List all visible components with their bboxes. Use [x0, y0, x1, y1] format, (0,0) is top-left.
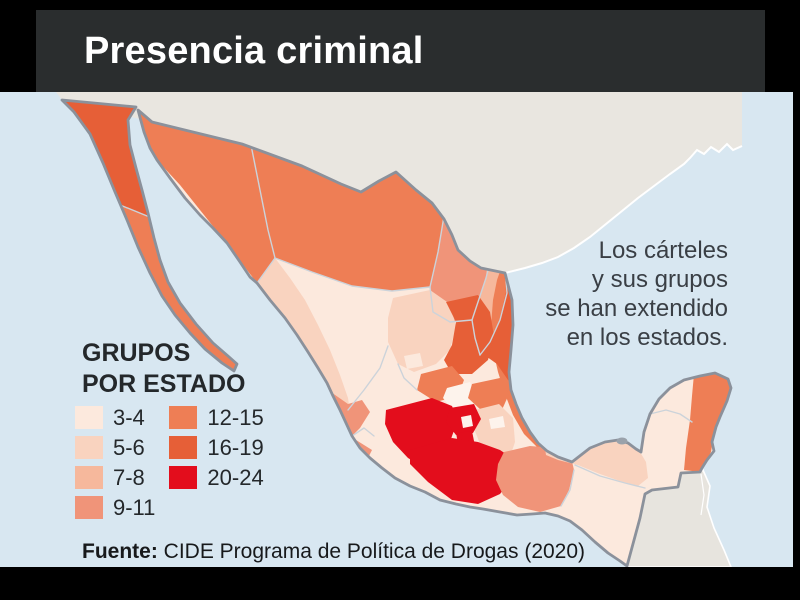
- legend-label: 9-11: [113, 494, 156, 520]
- lagoon-marker: [616, 437, 628, 445]
- annotation-line: en los estados.: [566, 324, 728, 351]
- mexico-choropleth-map: [0, 92, 793, 567]
- state-sinaloa: [257, 258, 350, 412]
- legend-item: 7-8: [75, 464, 155, 490]
- legend-item: 12-15: [169, 404, 264, 430]
- legend-label: 12-15: [207, 404, 264, 430]
- state-zacatecas: [388, 290, 456, 372]
- legend-swatch: [75, 406, 103, 429]
- state-tlaxcala: [489, 416, 505, 429]
- legend-label: 5-6: [113, 434, 145, 460]
- legend-item: 3-4: [75, 404, 155, 430]
- legend-item: 20-24: [169, 464, 264, 490]
- legend-item: 9-11: [75, 494, 156, 520]
- legend-columns: 3-4 5-6 7-8 9-11 12-15 16-19 20-24: [75, 404, 264, 520]
- legend-column-1: 3-4 5-6 7-8 9-11: [75, 404, 156, 520]
- legend: GRUPOS POR ESTADO 3-4 5-6 7-8 9-11 12-15 16-…: [75, 338, 264, 520]
- annotation-line: y sus grupos: [591, 266, 728, 293]
- mexico-mainland-outline: [136, 108, 733, 567]
- legend-label: 20-24: [207, 464, 264, 490]
- state-queretaro: [443, 382, 477, 410]
- legend-label: 16-19: [207, 434, 264, 460]
- source-line: Fuente: CIDE Programa de Política de Dro…: [82, 540, 585, 564]
- usa-coastline: [504, 142, 743, 274]
- legend-swatch: [75, 436, 103, 459]
- legend-swatch: [169, 436, 198, 459]
- state-ciudad-de-mexico: [461, 415, 473, 428]
- state-tabasco: [545, 439, 648, 486]
- source-text: CIDE Programa de Política de Drogas (202…: [157, 540, 586, 563]
- source-label: Fuente:: [82, 540, 158, 563]
- legend-swatch: [169, 466, 198, 489]
- legend-swatch: [75, 496, 103, 519]
- legend-label: 7-8: [113, 464, 145, 490]
- state-borders: [249, 139, 693, 507]
- legend-column-2: 12-15 16-19 20-24: [169, 404, 264, 519]
- legend-item: 16-19: [169, 434, 264, 460]
- legend-item: 5-6: [75, 434, 155, 460]
- page-title: Presencia criminal: [84, 29, 424, 72]
- legend-label: 3-4: [113, 404, 145, 430]
- legend-swatch: [169, 406, 198, 429]
- guatemala-belize-border: [700, 473, 705, 516]
- state-guerrero: [410, 438, 514, 504]
- header-banner: Presencia criminal: [36, 10, 765, 92]
- state-nayarit: [328, 390, 370, 438]
- state-quintana-roo: [684, 370, 731, 472]
- usa-land: [56, 92, 742, 273]
- state-oaxaca: [496, 446, 574, 512]
- annotation-line: Los cárteles: [598, 237, 728, 264]
- state-aguascalientes: [404, 353, 423, 369]
- annotation-text: Los cárteles y sus grupos se han extendi…: [545, 236, 728, 352]
- legend-title: GRUPOS POR ESTADO: [82, 339, 246, 398]
- map-area: [0, 92, 793, 567]
- state-hidalgo: [468, 378, 509, 412]
- annotation-line: se han extendido: [545, 295, 728, 322]
- state-san-luis-potosi: [444, 295, 494, 374]
- baja-peninsula-outline: [60, 98, 239, 373]
- legend-swatch: [75, 466, 103, 489]
